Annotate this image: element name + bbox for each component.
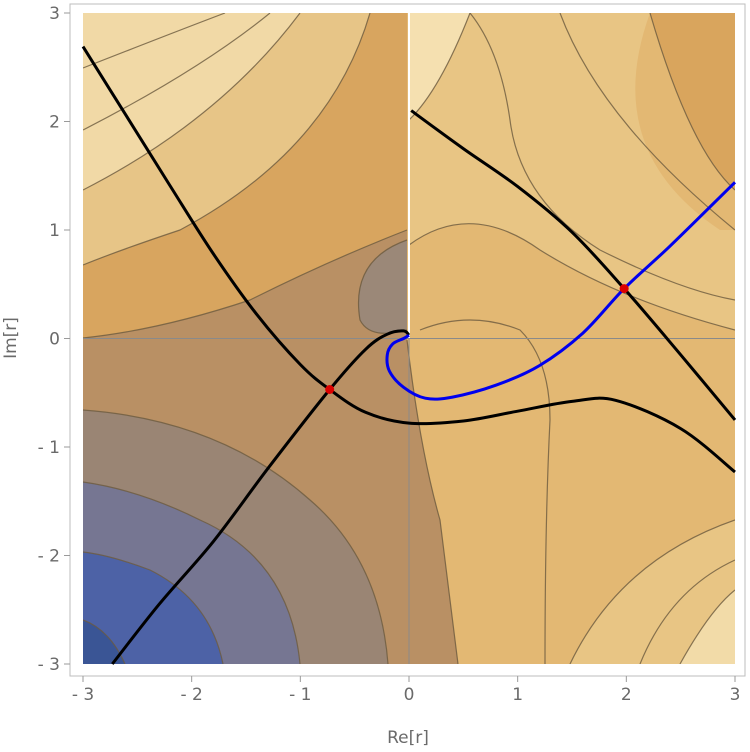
- x-tick-label: 2: [621, 685, 632, 705]
- saddle-points-layer: [325, 284, 629, 394]
- contour-line: [83, 229, 408, 339]
- contour-line: [649, 13, 735, 191]
- x-axis-title: Re[r]: [387, 728, 429, 748]
- x-tick-label: - 1: [289, 685, 311, 705]
- contour-line: [408, 223, 735, 331]
- contour-band-upper-right-dark: [650, 13, 735, 190]
- plot-frame: [69, 3, 746, 677]
- x-tick-label: 3: [730, 685, 741, 705]
- black-curve-1: [81, 45, 736, 474]
- contour-band-lower-left-2: [83, 482, 300, 664]
- y-tick-label: 1: [49, 221, 60, 241]
- black-curve-2: [111, 329, 411, 665]
- y-tick-label: 2: [49, 113, 60, 133]
- contour-band-right-lower-light: [570, 520, 735, 664]
- contour-line: [559, 13, 735, 231]
- contour-line: [83, 13, 226, 69]
- y-tick-label: - 1: [38, 438, 60, 458]
- y-tick-label: - 3: [38, 655, 60, 675]
- x-tick-label: 1: [512, 685, 523, 705]
- contour-line: [357, 239, 408, 334]
- contour-band-right-lower-lighter: [680, 590, 735, 664]
- contour-line: [83, 13, 301, 191]
- contour-line: [83, 13, 371, 266]
- x-tick-label: - 2: [180, 685, 202, 705]
- y-axis-title: Im[r]: [1, 317, 21, 359]
- contour-band-lower-left-1: [83, 410, 388, 664]
- contour-line: [83, 13, 271, 131]
- black-curve-3: [410, 109, 737, 421]
- contour-line: [83, 619, 126, 664]
- x-axis-ticks: - 3 - 2 - 1 0 1 2 3: [72, 676, 741, 705]
- y-axis-ticks: - 3 - 2 - 1 0 1 2 3: [38, 4, 70, 675]
- contour-band-lower-left-4: [83, 620, 125, 664]
- contour-band-upper-right-2: [409, 13, 735, 330]
- contour-band-upper-left-light: [83, 13, 300, 190]
- contour-band-upper-right-light: [409, 13, 470, 120]
- contour-band-lower-left-3: [83, 552, 223, 664]
- contour-line: [406, 339, 459, 664]
- y-tick-label: 0: [49, 330, 60, 350]
- saddle-point-2: [619, 284, 629, 294]
- contour-line: [639, 559, 735, 664]
- contour-line: [569, 519, 735, 664]
- contour-lines: [83, 13, 735, 664]
- contour-band-center-lobe: [358, 240, 407, 334]
- y-tick-label: 3: [49, 4, 60, 24]
- contour-line: [679, 589, 735, 664]
- contour-line: [419, 319, 551, 664]
- plot-area: [69, 3, 746, 677]
- contour-line: [83, 481, 301, 664]
- x-tick-label: - 3: [72, 685, 94, 705]
- saddle-point-1: [325, 384, 335, 394]
- y-tick-label: - 2: [38, 547, 60, 567]
- contour-line: [469, 13, 735, 301]
- x-tick-label: 0: [404, 685, 415, 705]
- contour-band-upper-left-2: [83, 13, 370, 265]
- contour-line: [83, 551, 224, 664]
- contour-line: [83, 409, 389, 664]
- contour-band-upper-left-3: [83, 13, 407, 338]
